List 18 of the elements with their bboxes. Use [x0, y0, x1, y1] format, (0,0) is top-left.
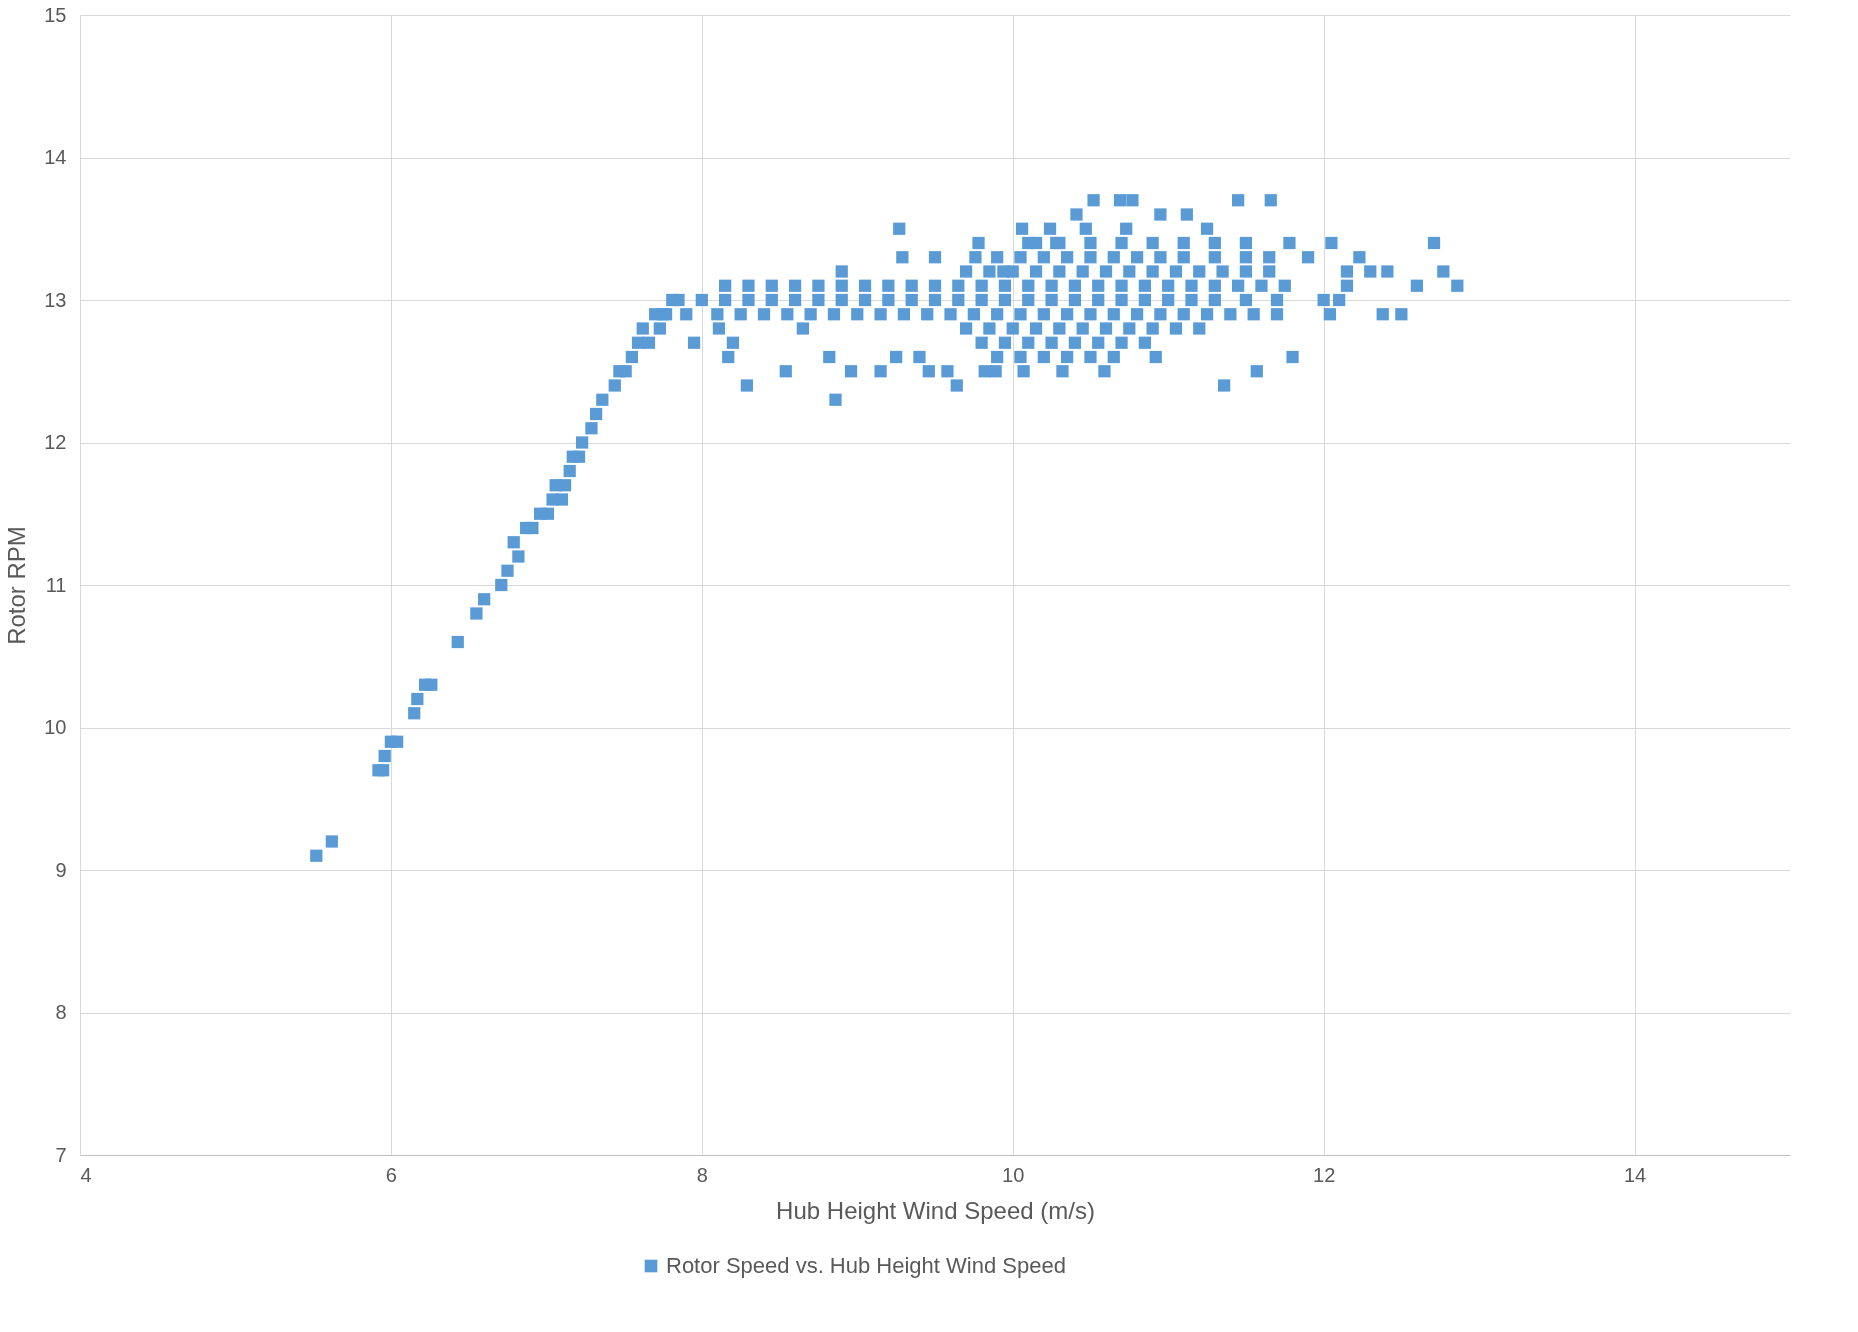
- x-tick-label: 12: [1313, 1163, 1336, 1186]
- y-tick-label: 12: [44, 431, 67, 453]
- x-tick-label: 14: [1623, 1163, 1647, 1186]
- y-axis-title: Rotor RPM: [3, 526, 31, 645]
- x-tick-label: 8: [696, 1163, 708, 1186]
- y-tick-label: 13: [44, 288, 67, 311]
- legend-label: Rotor Speed vs. Hub Height Wind Speed: [666, 1253, 1066, 1278]
- y-tick-label: 14: [44, 146, 67, 168]
- y-tick-label: 15: [44, 3, 67, 26]
- y-tick-label: 8: [55, 1001, 67, 1023]
- y-tick-label: 7: [55, 1143, 67, 1166]
- y-tick-label: 9: [55, 858, 67, 881]
- x-tick-label: 6: [385, 1163, 397, 1186]
- x-axis-title: Hub Height Wind Speed (m/s): [776, 1196, 1095, 1224]
- x-tick-label: 4: [80, 1163, 92, 1186]
- y-tick-label: 11: [45, 573, 67, 596]
- x-tick-label: 10: [1002, 1163, 1025, 1186]
- y-tick-label: 10: [44, 716, 67, 738]
